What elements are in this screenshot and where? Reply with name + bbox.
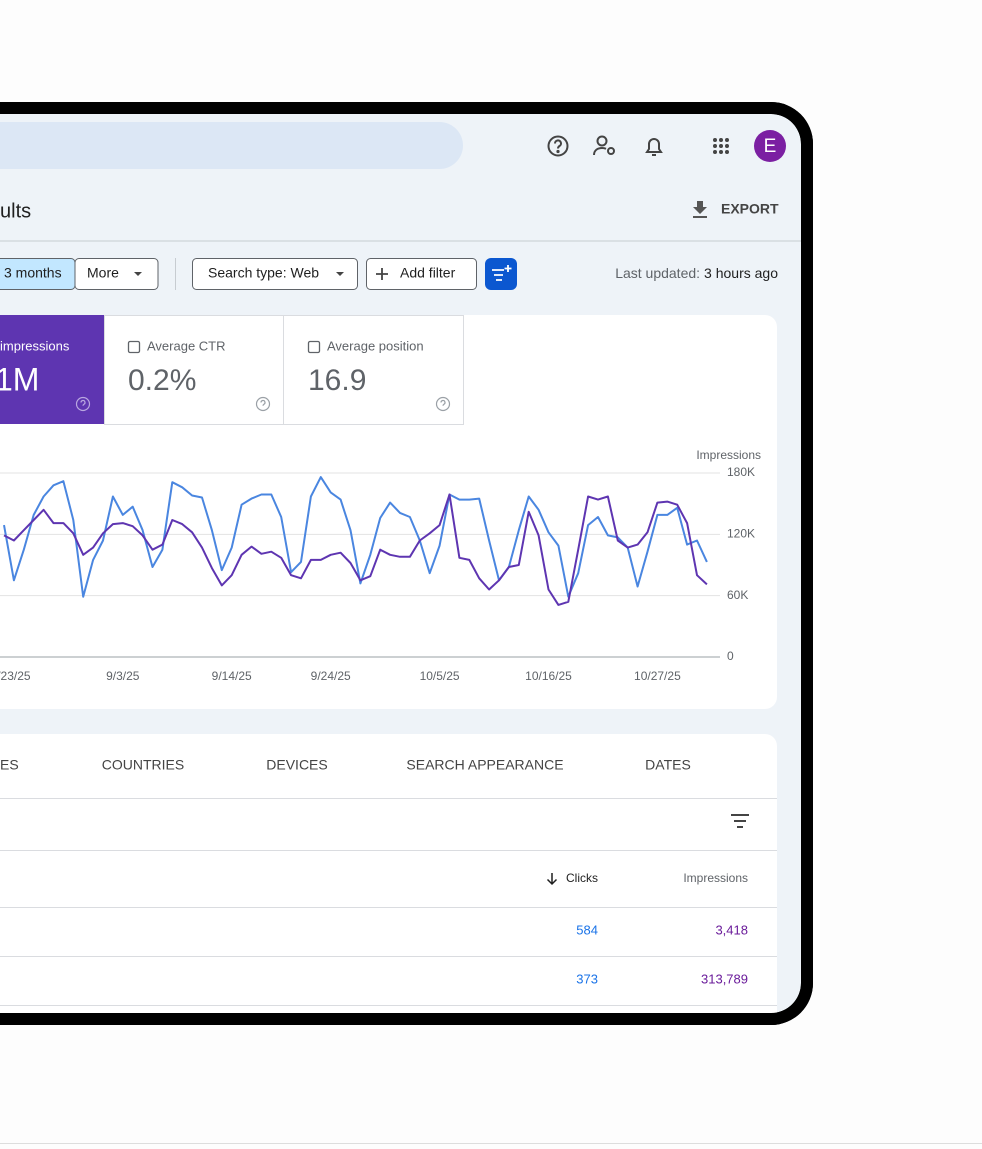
series-line [3, 493, 708, 606]
x-tick-label: 9/3/25 [106, 669, 140, 683]
series-line [3, 476, 708, 598]
x-tick-label: 10/16/25 [525, 669, 572, 683]
search-type-label: Search type: Web [208, 265, 319, 281]
last-updated-value: 3 hours ago [704, 265, 778, 281]
apps-icon[interactable] [713, 138, 729, 154]
search-bar[interactable] [0, 122, 463, 169]
y-tick-label: 120K [727, 527, 755, 541]
metric-label: Average position [327, 338, 424, 353]
compare-icon [492, 265, 512, 281]
impressions-cell: 313,789 [701, 971, 748, 986]
x-tick-label: /23/25 [0, 669, 31, 683]
y-tick-label: 0 [727, 649, 734, 663]
metric-value: 1M [0, 361, 39, 397]
plus-icon [376, 268, 388, 280]
tab[interactable]: DEVICES [266, 757, 327, 773]
last-updated: Last updated: 3 hours ago [615, 265, 778, 281]
column-header[interactable]: Clicks [566, 871, 598, 885]
x-tick-label: 10/5/25 [420, 669, 460, 683]
table-card [0, 734, 777, 1024]
add-filter-label: Add filter [400, 265, 456, 281]
tab[interactable]: DATES [645, 757, 691, 773]
x-tick-label: 9/14/25 [212, 669, 252, 683]
metric-label: impressions [0, 338, 70, 353]
x-tick-label: 9/24/25 [311, 669, 351, 683]
help-icon[interactable] [435, 396, 451, 412]
metric-value: 0.2% [128, 364, 196, 397]
metric-tile-impressions[interactable] [0, 315, 104, 424]
more-chip[interactable] [74, 258, 159, 290]
metric-tile-position[interactable] [283, 315, 464, 425]
dropdown-caret [336, 272, 344, 276]
page-title: ults [0, 200, 31, 222]
tab[interactable]: COUNTRIES [102, 757, 184, 773]
account-settings-icon[interactable] [593, 135, 615, 156]
help-icon[interactable] [255, 396, 271, 412]
tab[interactable]: SEARCH APPEARANCE [406, 757, 563, 773]
help-icon[interactable] [75, 396, 91, 412]
x-tick-label: 10/27/25 [634, 669, 681, 683]
export-button[interactable]: EXPORT [721, 201, 779, 217]
avatar[interactable] [754, 130, 786, 162]
y-tick-label: 60K [727, 588, 748, 602]
date-chip-label: 3 months [4, 265, 62, 281]
clicks-cell: 373 [576, 971, 598, 986]
checkbox[interactable] [307, 340, 321, 354]
compare-button[interactable] [485, 258, 517, 290]
download-icon[interactable] [693, 201, 707, 218]
filter-icon[interactable] [731, 814, 749, 828]
y-axis-title: Impressions [696, 448, 761, 462]
search-type-chip[interactable] [192, 258, 358, 290]
metric-label: Average CTR [147, 338, 226, 353]
last-updated-label: Last updated: [615, 265, 700, 281]
tab[interactable]: ES [0, 757, 19, 773]
impressions-cell: 3,418 [715, 922, 748, 937]
dropdown-caret [134, 272, 142, 276]
chart: 0 60K 120K 180K/23/25 9/3/25 9/14/25 9/24/25 10… [0, 465, 755, 683]
y-tick-label: 180K [727, 465, 755, 479]
metric-value: 16.9 [308, 364, 366, 397]
clicks-cell: 584 [576, 922, 598, 937]
metric-tile-ctr[interactable] [104, 315, 284, 425]
help-icon[interactable] [547, 135, 569, 157]
checkbox[interactable] [127, 340, 141, 354]
notifications-icon[interactable] [645, 138, 663, 156]
add-filter-chip[interactable] [366, 258, 477, 290]
column-header[interactable]: Impressions [683, 871, 748, 885]
sort-arrow [546, 873, 558, 886]
more-chip-label: More [87, 265, 119, 281]
avatar-letter: E [764, 136, 777, 157]
